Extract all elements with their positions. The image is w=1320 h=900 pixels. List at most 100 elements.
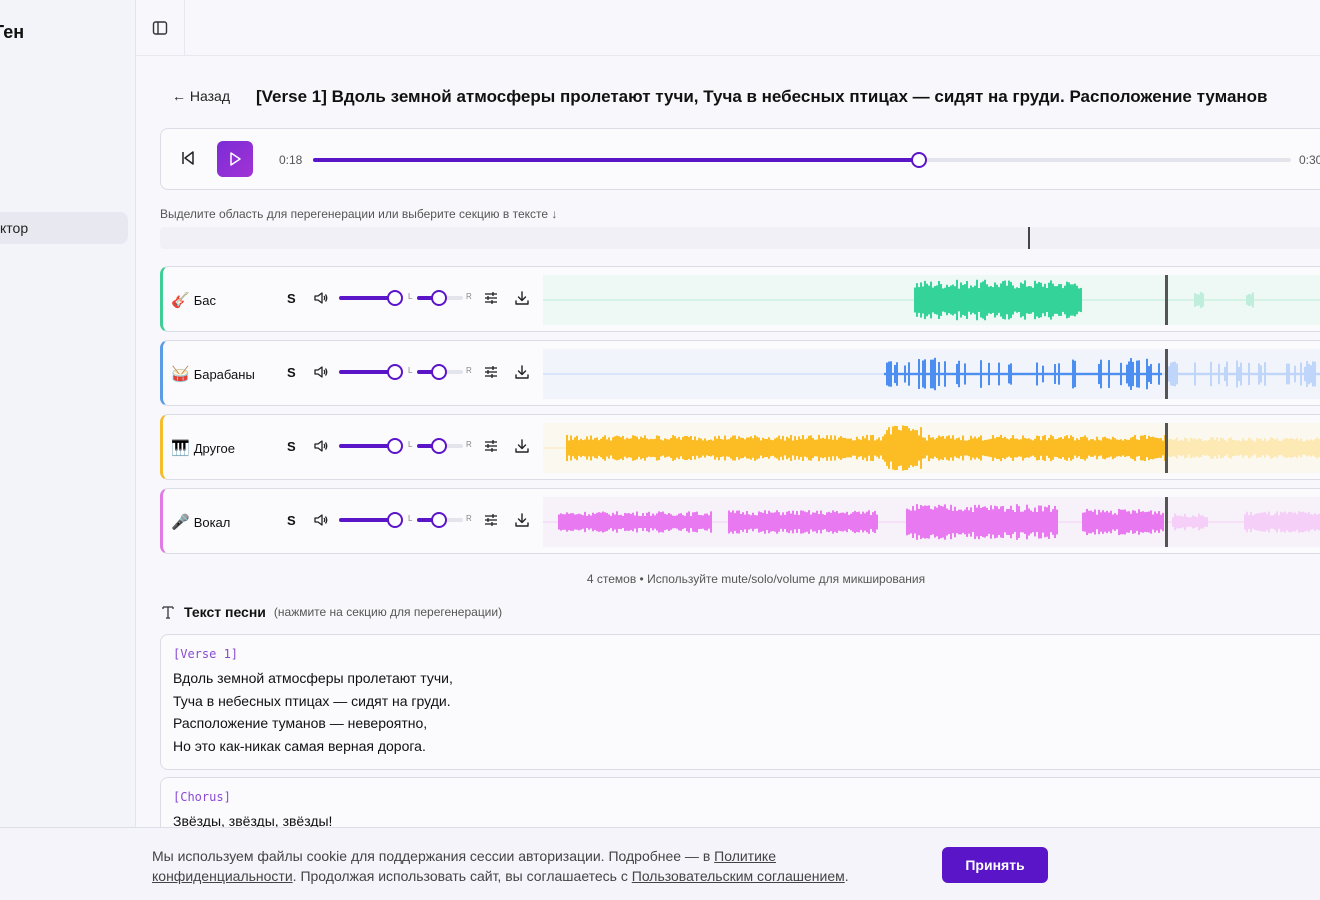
effects-button[interactable] — [483, 364, 499, 385]
stems-caption: 4 стемов • Используйте mute/solo/volume … — [586, 572, 926, 586]
stem-row: 🎸 Бас S L R — [160, 266, 1320, 332]
progress-handle[interactable] — [911, 152, 928, 168]
stem-name: 🎹 Другое — [171, 439, 235, 457]
mute-button[interactable] — [313, 364, 329, 385]
waveform-playhead — [1165, 349, 1168, 399]
stem-emoji: 🎹 — [171, 440, 190, 457]
pan-fill — [417, 518, 439, 522]
user-agreement-link[interactable]: Пользовательским соглашением — [631, 868, 845, 884]
sidebar-item-editor[interactable]: ктор — [0, 212, 128, 244]
pan-handle[interactable] — [431, 290, 447, 306]
download-icon — [515, 365, 529, 379]
progress-track[interactable] — [313, 152, 1291, 168]
playhead-marker — [1028, 227, 1030, 249]
volume-handle[interactable] — [387, 438, 403, 454]
sliders-icon — [485, 514, 497, 526]
pan-handle[interactable] — [431, 512, 447, 528]
pan-right-label: R — [466, 514, 472, 523]
waveform-playhead — [1165, 497, 1168, 547]
volume-slider[interactable] — [339, 296, 401, 300]
section-tag: [Chorus] — [173, 790, 231, 804]
waveform[interactable] — [543, 275, 1320, 325]
download-button[interactable] — [514, 438, 530, 459]
region-selector[interactable] — [160, 227, 1320, 249]
solo-button[interactable]: S — [287, 291, 296, 306]
pan-fill — [417, 296, 439, 300]
effects-button[interactable] — [483, 438, 499, 459]
cookie-text: Мы используем файлы cookie для поддержан… — [152, 846, 892, 886]
stem-emoji: 🎤 — [171, 514, 190, 531]
cookie-banner: Мы используем файлы cookie для поддержан… — [0, 827, 1320, 900]
sidebar-toggle-button[interactable] — [136, 0, 185, 55]
volume-handle[interactable] — [387, 512, 403, 528]
speaker-icon — [314, 292, 328, 304]
sidebar-toggle-icon — [152, 20, 168, 35]
pan-handle[interactable] — [431, 364, 447, 380]
pan-fill — [417, 370, 439, 374]
cookie-text-part: . — [844, 868, 849, 884]
topbar — [136, 0, 1320, 56]
play-icon — [230, 152, 241, 166]
stem-emoji: 🎸 — [171, 292, 190, 309]
lyric-line: Туча в небесных птицах — сидят на груди. — [173, 692, 451, 709]
sliders-icon — [485, 292, 497, 304]
lyric-line: Вдоль земной атмосферы пролетают тучи, — [173, 670, 453, 686]
download-button[interactable] — [514, 290, 530, 311]
pan-right-label: R — [466, 440, 472, 449]
solo-button[interactable]: S — [287, 513, 296, 528]
lyric-line: Но это как-никак самая верная дорога. — [173, 737, 426, 754]
stem-label: Вокал — [193, 514, 231, 530]
pan-left-label: L — [408, 292, 413, 301]
accept-cookies-button[interactable]: Принять — [942, 847, 1048, 883]
pan-right-label: R — [466, 292, 472, 301]
volume-handle[interactable] — [387, 364, 403, 380]
pan-left-label: L — [408, 366, 413, 375]
audio-player: 0:18 0:30 — [160, 128, 1320, 190]
skip-back-button[interactable] — [179, 149, 197, 172]
volume-handle[interactable] — [387, 290, 403, 306]
stem-label: Барабаны — [193, 366, 255, 382]
stem-name: 🎤 Вокал — [171, 513, 230, 531]
text-icon — [162, 606, 174, 619]
stem-emoji: 🥁 — [171, 366, 190, 383]
solo-button[interactable]: S — [287, 439, 296, 454]
mute-button[interactable] — [313, 290, 329, 311]
back-link[interactable]: ← Назад — [172, 88, 231, 104]
effects-button[interactable] — [483, 512, 499, 533]
effects-button[interactable] — [483, 290, 499, 311]
pan-handle[interactable] — [431, 438, 447, 454]
mute-button[interactable] — [313, 438, 329, 459]
sidebar: Ген ктор — [0, 0, 136, 900]
lyric-line: Звёзды, звёзды, звёзды! — [173, 813, 333, 829]
download-button[interactable] — [514, 512, 530, 533]
current-time: 0:18 — [279, 153, 303, 167]
stem-label: Другое — [193, 440, 235, 456]
speaker-icon — [314, 514, 328, 526]
pan-right-label: R — [466, 366, 472, 375]
mute-button[interactable] — [313, 512, 329, 533]
waveform[interactable] — [543, 423, 1320, 473]
total-time: 0:30 — [1299, 153, 1320, 167]
lyrics-title: Текст песни — [184, 604, 266, 620]
pan-fill — [417, 444, 439, 448]
volume-slider[interactable] — [339, 518, 401, 522]
volume-slider[interactable] — [339, 370, 401, 374]
waveform[interactable] — [543, 497, 1320, 547]
privacy-policy-link[interactable]: Политике конфиденциальности — [152, 848, 776, 884]
page-title: [Verse 1] Вдоль земной атмосферы пролета… — [256, 87, 1268, 106]
solo-button[interactable]: S — [287, 365, 296, 380]
volume-slider[interactable] — [339, 444, 401, 448]
lyrics-section-verse[interactable]: [Verse 1] Вдоль земной атмосферы пролета… — [160, 634, 1320, 770]
waveform[interactable] — [543, 349, 1320, 399]
section-tag: [Verse 1] — [173, 647, 239, 661]
pan-left-label: L — [408, 440, 413, 449]
download-icon — [515, 291, 529, 305]
play-button[interactable] — [217, 141, 253, 177]
download-button[interactable] — [514, 364, 530, 385]
pan-left-label: L — [408, 514, 413, 523]
speaker-icon — [314, 366, 328, 378]
brand-logo[interactable]: Ген — [0, 22, 25, 42]
download-icon — [515, 513, 529, 527]
stem-name: 🥁 Барабаны — [171, 365, 255, 383]
region-hint: Выделите область для перегенерации или в… — [160, 207, 558, 221]
